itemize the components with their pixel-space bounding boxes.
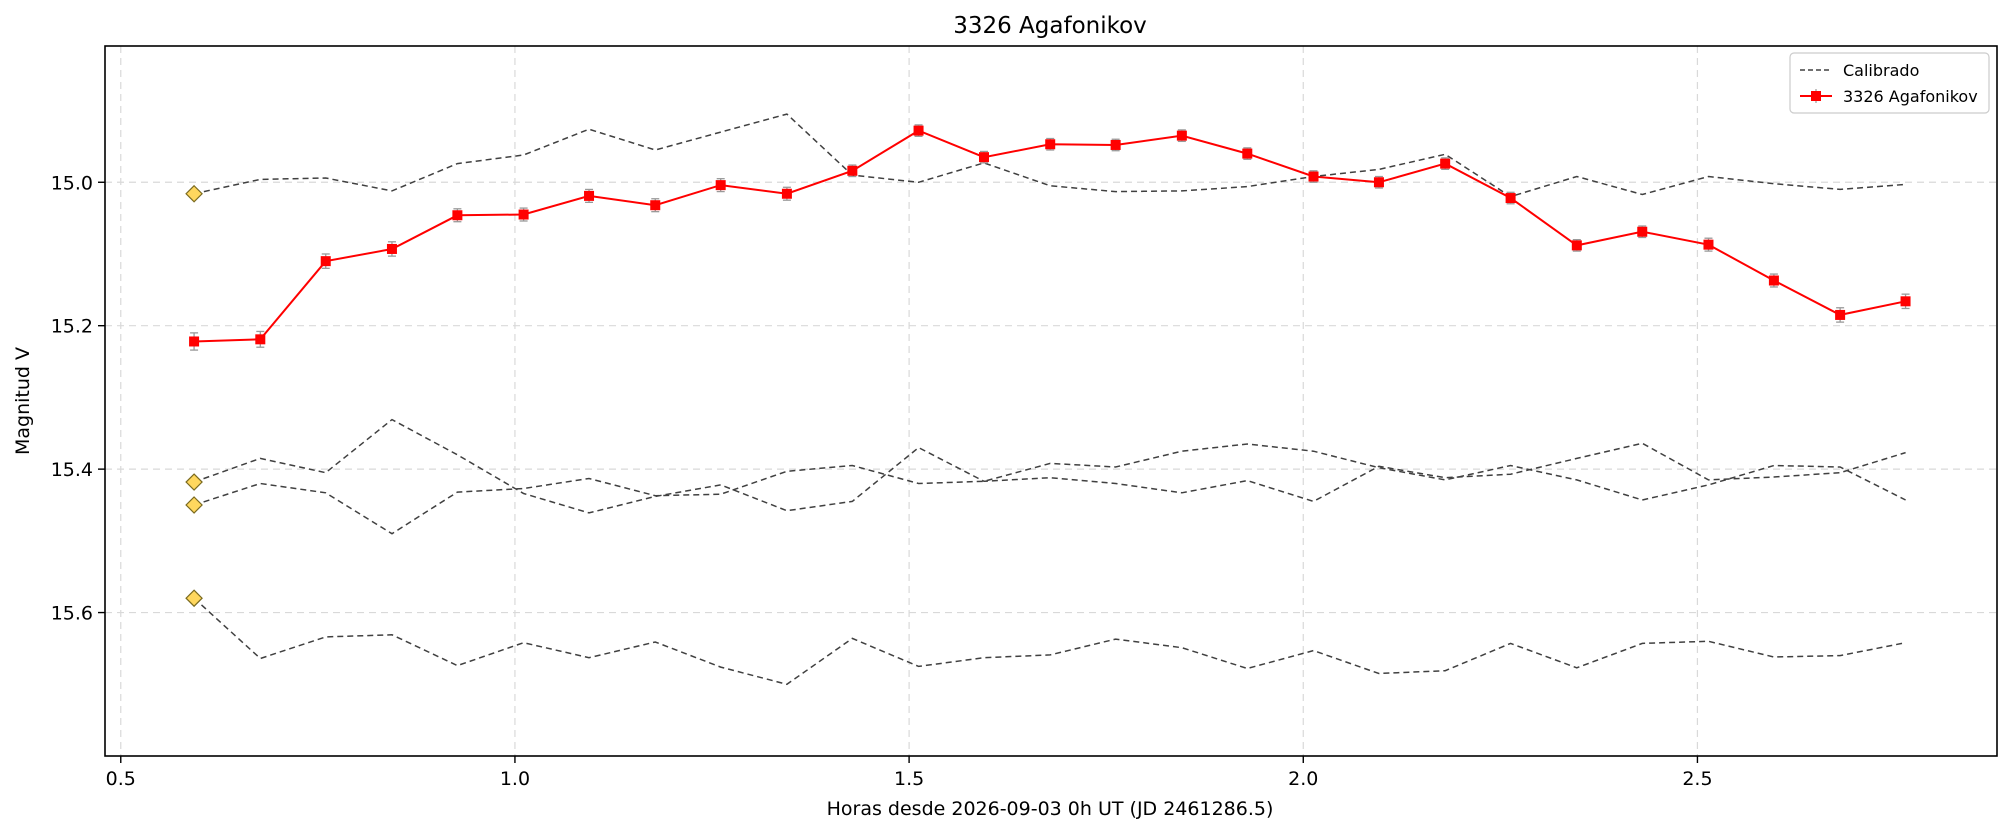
legend-swatch-target-marker xyxy=(1811,91,1821,101)
legend: Calibrado 3326 Agafonikov xyxy=(1789,52,1990,114)
target-data-point xyxy=(1440,158,1451,169)
reference-diamond-marker xyxy=(185,589,203,608)
reference-diamond-marker xyxy=(185,184,203,203)
target-data-point xyxy=(650,200,661,211)
grid xyxy=(105,46,1997,756)
x-tick-label: 2.0 xyxy=(1288,768,1318,790)
x-axis-title: Horas desde 2026-09-03 0h UT (JD 2461286… xyxy=(827,798,1274,820)
target-data-point xyxy=(255,334,266,345)
x-tick-label: 1.0 xyxy=(500,768,530,790)
reference-diamond-marker xyxy=(185,473,203,491)
reference-diamond-marker xyxy=(185,496,203,514)
target-data-point xyxy=(1835,309,1846,320)
y-axis-title: Magnitud V xyxy=(12,347,34,455)
y-tick-label: 15.2 xyxy=(51,316,93,338)
axis-ticks: 0.5 1.0 1.5 2.0 2.5 15.0 15.2 15.4 15.6 xyxy=(51,172,1713,790)
plot-series xyxy=(193,113,1906,686)
y-tick-label: 15.4 xyxy=(51,459,93,481)
x-tick-label: 2.5 xyxy=(1682,768,1712,790)
target-data-point xyxy=(847,165,858,176)
legend-box xyxy=(1789,52,1990,114)
target-data-point xyxy=(1703,239,1714,250)
target-data-point xyxy=(452,210,463,221)
y-tick-label: 15.0 xyxy=(51,172,93,194)
target-data-point xyxy=(1242,148,1253,159)
comparison-star-line-4 xyxy=(193,597,1906,686)
target-data-point xyxy=(320,256,331,267)
target-data-point xyxy=(518,209,529,220)
target-data-point xyxy=(1505,193,1516,204)
data-markers xyxy=(185,124,1911,608)
target-data-point xyxy=(913,125,924,136)
x-tick-label: 0.5 xyxy=(106,768,136,790)
target-data-point xyxy=(715,180,726,191)
x-tick-label: 1.5 xyxy=(894,768,924,790)
target-data-point xyxy=(1571,240,1582,251)
target-data-point xyxy=(1768,275,1779,286)
target-data-point xyxy=(1373,177,1384,188)
series-calibrated-line xyxy=(193,113,1906,198)
target-data-point xyxy=(781,188,792,199)
target-data-point xyxy=(1110,139,1121,150)
y-tick-label: 15.6 xyxy=(51,603,93,625)
legend-label-calibrated: Calibrado xyxy=(1843,61,1919,80)
target-data-point xyxy=(189,336,200,347)
legend-label-target: 3326 Agafonikov xyxy=(1843,87,1978,106)
target-data-point xyxy=(978,152,989,163)
target-data-point xyxy=(386,243,397,254)
target-data-point xyxy=(1045,139,1056,150)
target-data-point xyxy=(1308,171,1319,182)
target-data-point xyxy=(1176,130,1187,141)
comparison-star-line-3 xyxy=(193,443,1906,535)
series-target-line xyxy=(194,129,1906,343)
chart-title: 3326 Agafonikov xyxy=(953,13,1147,39)
target-data-point xyxy=(1637,226,1648,237)
plot-frame xyxy=(104,45,1998,757)
target-data-point xyxy=(584,190,595,201)
target-data-point xyxy=(1900,296,1911,307)
comparison-star-line-2 xyxy=(193,418,1906,514)
